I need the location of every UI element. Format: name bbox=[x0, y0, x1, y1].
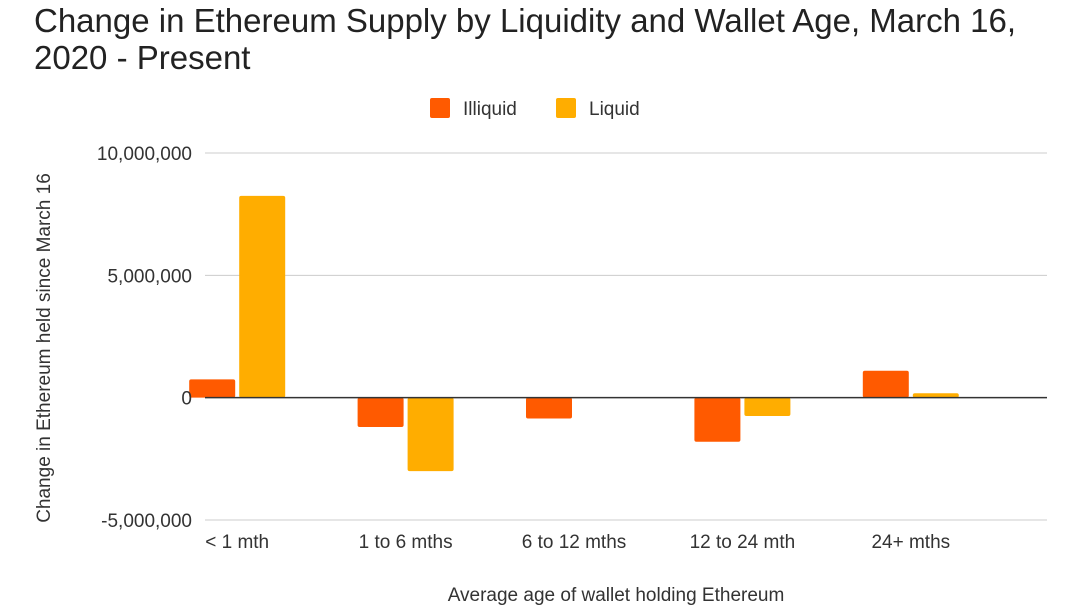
x-tick-label: 1 to 6 mths bbox=[359, 532, 453, 553]
bar-illiquid bbox=[357, 397, 404, 428]
legend-swatch-illiquid bbox=[430, 98, 450, 118]
legend-swatch-liquid bbox=[556, 98, 576, 118]
bar-liquid bbox=[912, 393, 959, 398]
bar-illiquid bbox=[862, 370, 909, 398]
bar-illiquid bbox=[189, 379, 236, 398]
legend-label-liquid: Liquid bbox=[589, 99, 640, 120]
x-tick-label: 24+ mths bbox=[871, 532, 950, 553]
bar-illiquid bbox=[694, 397, 741, 442]
legend: Illiquid Liquid bbox=[430, 98, 640, 120]
bars bbox=[189, 195, 959, 472]
y-tick-label: 5,000,000 bbox=[107, 266, 192, 287]
y-axis-title: Change in Ethereum held since March 16 bbox=[34, 173, 55, 523]
chart-title: Change in Ethereum Supply by Liquidity a… bbox=[34, 2, 1017, 76]
axes: 10,000,000 5,000,000 0 -5,000,000 < 1 mth 1 t… bbox=[34, 144, 1047, 606]
bar-illiquid bbox=[526, 397, 572, 419]
y-tick-label: 0 bbox=[181, 389, 192, 410]
bar-liquid bbox=[407, 397, 454, 472]
x-tick-label: 6 to 12 mths bbox=[522, 532, 627, 553]
gridlines bbox=[205, 152, 1047, 521]
x-tick-label: < 1 mth bbox=[205, 532, 269, 553]
y-tick-label: -5,000,000 bbox=[101, 511, 192, 532]
bar-liquid bbox=[239, 195, 286, 398]
y-tick-label: 10,000,000 bbox=[97, 144, 192, 165]
x-tick-label: 12 to 24 mth bbox=[690, 532, 796, 553]
x-axis-title: Average age of wallet holding Ethereum bbox=[448, 585, 785, 606]
bar-liquid bbox=[744, 397, 791, 417]
legend-label-illiquid: Illiquid bbox=[463, 99, 517, 120]
